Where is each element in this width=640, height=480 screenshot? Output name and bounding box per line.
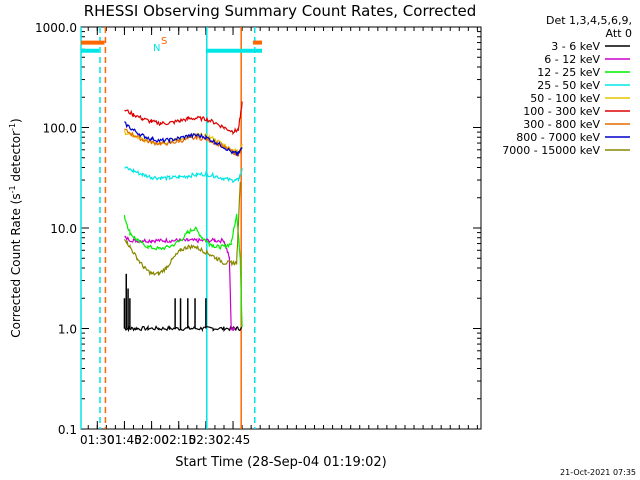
- y-axis-label-sup1: -1: [8, 185, 17, 193]
- y-tick-label: 10.0: [50, 222, 77, 236]
- series-line: [124, 121, 243, 157]
- series-line: [123, 181, 241, 277]
- x-tick-label: 02:30: [189, 433, 224, 447]
- x-tick-label: 02:00: [134, 433, 169, 447]
- vertical-markers: [80, 27, 256, 429]
- series-line: [124, 101, 243, 136]
- footer-date: 21-Oct-2021 07:35: [560, 468, 636, 477]
- plot-frame: [80, 26, 482, 430]
- legend-label: 50 - 100 keV: [530, 92, 600, 105]
- legend-label: 12 - 25 keV: [537, 66, 600, 79]
- x-axis-label: Start Time (28-Sep-04 01:19:02): [175, 455, 386, 470]
- legend-label: 800 - 7000 keV: [516, 131, 600, 144]
- chart-title: RHESSI Observing Summary Count Rates, Co…: [84, 2, 477, 20]
- x-tick-label: 02:45: [216, 433, 251, 447]
- legend-label: 3 - 6 keV: [551, 40, 600, 53]
- y-tick-label: 100.0: [43, 122, 77, 136]
- attenuator-label: S: [161, 36, 167, 47]
- series-line: [124, 235, 236, 332]
- series-line: [124, 324, 243, 333]
- legend-label: 300 - 800 keV: [523, 118, 600, 131]
- series-group: [123, 101, 243, 333]
- legend-label: 25 - 50 keV: [537, 79, 600, 92]
- y-axis: 0.1 1.0 10.0 100.0 1000.0: [35, 21, 481, 437]
- x-tick-label: 01:30: [80, 433, 115, 447]
- y-tick-label: 1000.0: [35, 21, 77, 35]
- y-axis-label-sup2: -1: [8, 123, 17, 131]
- y-axis-label: Corrected Count Rate (s-1 detector-1): [8, 118, 23, 337]
- series-line: [124, 128, 243, 157]
- status-bars: [81, 40, 262, 53]
- night-label: N: [153, 43, 160, 54]
- legend-label: 6 - 12 keV: [544, 53, 600, 66]
- y-tick-label: 0.1: [58, 423, 77, 437]
- y-axis-label-start: Corrected Count Rate (s: [9, 193, 23, 337]
- legend-header-2: Att 0: [606, 27, 632, 40]
- y-axis-label-mid: detector: [9, 131, 23, 186]
- series-line: [123, 213, 243, 328]
- legend-label: 100 - 300 keV: [523, 105, 600, 118]
- y-axis-label-end: ): [9, 118, 23, 123]
- legend-label: 7000 - 15000 keV: [502, 144, 600, 157]
- x-tick-label: 02:15: [161, 433, 196, 447]
- legend-header-1: Det 1,3,4,5,6,9,: [546, 14, 632, 27]
- x-tick-label: 01:45: [107, 433, 142, 447]
- y-tick-label: 1.0: [58, 323, 77, 337]
- series-line: [124, 165, 243, 183]
